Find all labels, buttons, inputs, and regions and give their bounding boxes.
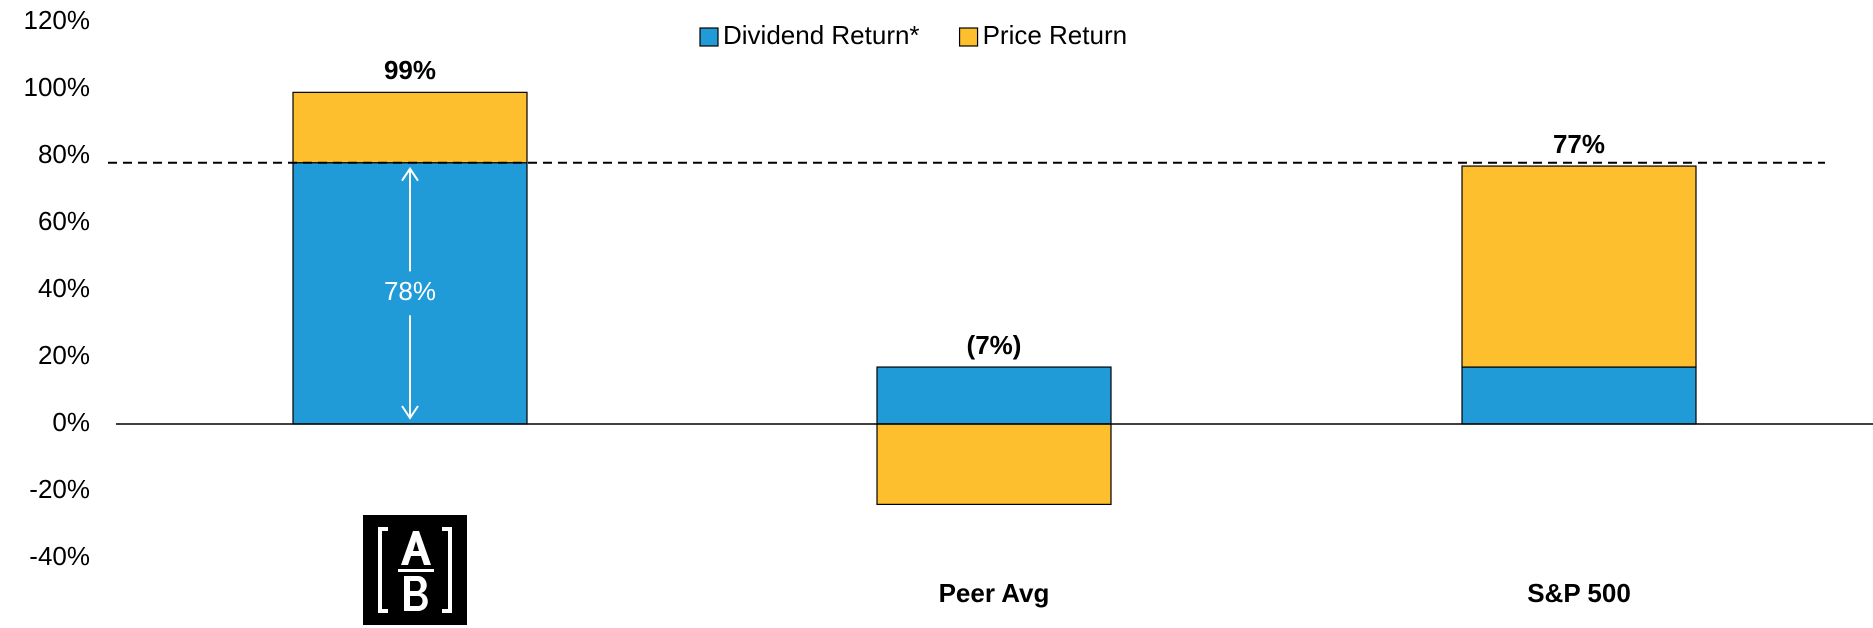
y-tick-label: 0% xyxy=(52,407,90,437)
total-label: (7%) xyxy=(967,330,1022,360)
logo-divider xyxy=(398,569,434,572)
y-tick-label: 80% xyxy=(38,139,90,169)
legend-label: Price Return xyxy=(983,20,1128,50)
bar-segment xyxy=(292,91,528,164)
bar-segment xyxy=(876,366,1112,425)
arrow-head xyxy=(401,405,419,420)
total-label: 77% xyxy=(1553,129,1605,159)
logo xyxy=(363,515,467,625)
x-tick-label: Peer Avg xyxy=(939,578,1050,608)
y-tick-label: 100% xyxy=(24,72,91,102)
y-tick-label: 20% xyxy=(38,340,90,370)
bar-segment xyxy=(1461,165,1697,368)
legend-label: Dividend Return* xyxy=(723,20,920,50)
y-tick-label: 60% xyxy=(38,206,90,236)
x-tick-label: S&P 500 xyxy=(1527,578,1631,608)
logo-letter-b xyxy=(404,576,428,611)
legend-swatch xyxy=(958,27,979,47)
y-tick-label: 40% xyxy=(38,273,90,303)
arrow-head xyxy=(401,166,419,182)
y-tick-label: -40% xyxy=(29,541,90,571)
total-label: 99% xyxy=(384,55,436,85)
bar-segment xyxy=(1461,366,1697,425)
bar-segment xyxy=(876,423,1112,506)
y-tick-label: -20% xyxy=(29,474,90,504)
y-tick-label: 120% xyxy=(24,5,91,35)
logo-letter-a xyxy=(401,531,431,565)
legend-swatch xyxy=(699,27,719,47)
data-label: 78% xyxy=(384,276,436,306)
